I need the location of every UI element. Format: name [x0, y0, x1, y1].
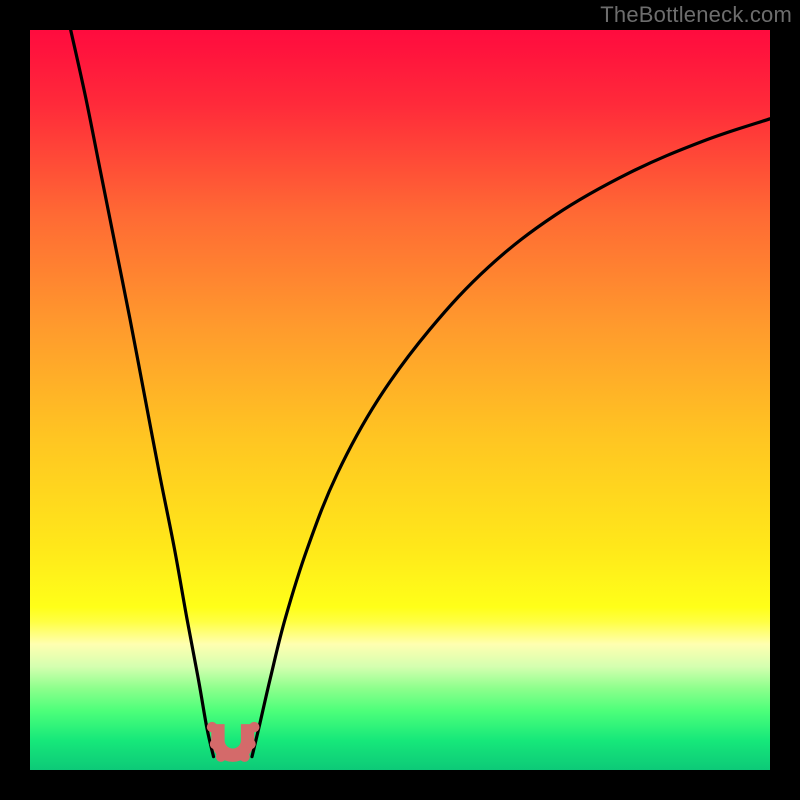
optimum-dot	[245, 739, 255, 749]
watermark-text: TheBottleneck.com	[600, 2, 792, 28]
optimum-dot	[216, 751, 226, 761]
optimum-dot	[210, 739, 220, 749]
optimum-dot	[239, 751, 249, 761]
chart-stage: TheBottleneck.com	[0, 0, 800, 800]
optimum-dot	[249, 722, 259, 732]
optimum-dot	[207, 722, 217, 732]
plot-background	[30, 30, 770, 770]
bottleneck-chart	[0, 0, 800, 800]
